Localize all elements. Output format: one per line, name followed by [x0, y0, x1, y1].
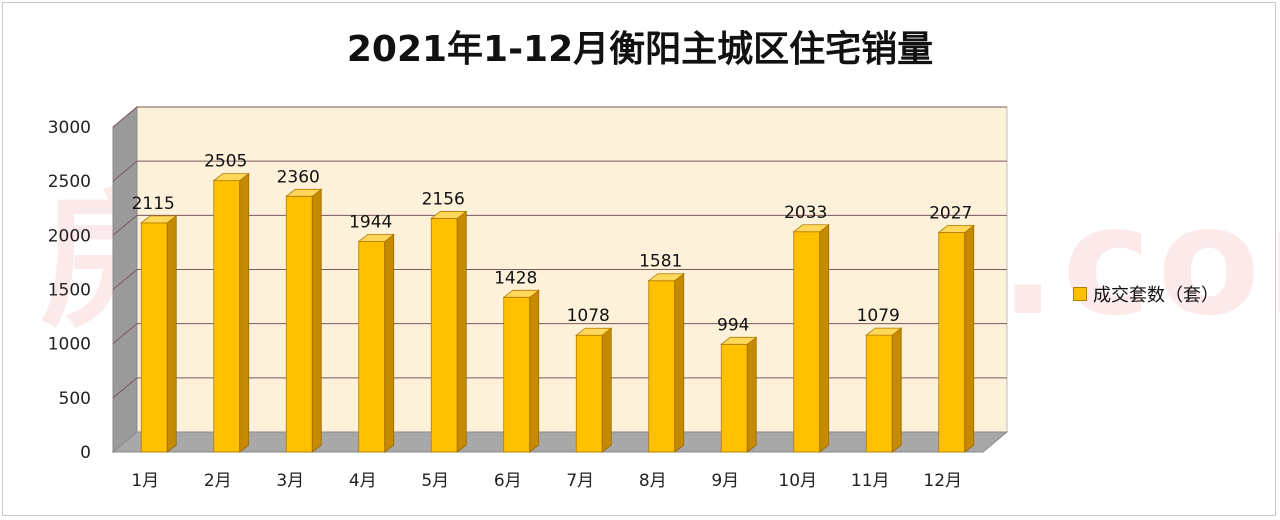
x-tick-label: 8月 — [639, 471, 667, 491]
bar-side — [674, 272, 685, 453]
bar-side — [529, 289, 540, 453]
chart-title: 2021年1-12月衡阳主城区住宅销量 — [346, 29, 934, 70]
bar-side — [964, 224, 975, 453]
bar-top — [937, 225, 975, 233]
data-label: 2115 — [132, 194, 175, 214]
gridline — [112, 323, 1007, 345]
y-tick-label: 1500 — [48, 281, 91, 301]
y-tick-label: 1000 — [48, 335, 91, 355]
bar-top — [865, 327, 903, 336]
bar — [430, 218, 458, 453]
bar — [720, 343, 748, 453]
data-label: 1581 — [639, 252, 682, 272]
y-tick-label: 2500 — [48, 172, 91, 192]
bar — [938, 232, 966, 453]
bar — [358, 240, 386, 453]
gridline — [112, 377, 1007, 399]
bar-top — [502, 289, 540, 298]
bar-side — [456, 210, 467, 453]
bar-side — [311, 188, 322, 453]
x-tick-label: 5月 — [421, 471, 449, 491]
data-label: 994 — [717, 315, 749, 335]
x-tick-label: 3月 — [276, 471, 304, 491]
legend-label: 成交套数（套） — [1093, 285, 1219, 306]
data-label: 2027 — [929, 203, 972, 223]
data-label: 2360 — [277, 167, 320, 187]
bar — [865, 334, 893, 453]
data-label: 2156 — [422, 189, 465, 209]
bar-top — [575, 327, 613, 336]
x-tick-label: 6月 — [494, 471, 522, 491]
gridline — [112, 269, 1007, 290]
bar-side — [239, 172, 250, 453]
x-tick-label: 10月 — [778, 471, 817, 491]
x-tick-label: 4月 — [349, 471, 377, 491]
bar — [575, 334, 603, 453]
bar-top — [430, 211, 468, 219]
bar-top — [720, 336, 758, 345]
bar — [793, 231, 821, 453]
bar-side — [891, 327, 902, 453]
y-tick-label: 500 — [59, 389, 91, 409]
gridline — [112, 214, 1007, 236]
data-label: 2033 — [784, 203, 827, 223]
bar-top — [140, 215, 178, 224]
bar-top — [792, 224, 830, 233]
data-label: 1944 — [349, 212, 392, 232]
gridline — [112, 160, 1007, 182]
x-tick-label: 12月 — [923, 471, 962, 491]
x-tick-label: 11月 — [851, 471, 890, 491]
bar-side — [601, 327, 612, 453]
x-tick-label: 9月 — [711, 471, 739, 491]
data-label: 1078 — [567, 306, 610, 326]
bar-top — [647, 273, 685, 282]
data-label: 1428 — [494, 268, 537, 288]
bar — [213, 180, 241, 453]
gridline — [112, 106, 1007, 128]
x-tick-label: 2月 — [204, 471, 232, 491]
x-tick-label: 7月 — [566, 471, 594, 491]
x-tick-label: 1月 — [131, 471, 159, 491]
legend-swatch — [1073, 287, 1087, 301]
data-label: 1079 — [857, 306, 900, 326]
y-tick-label: 3000 — [48, 118, 91, 138]
data-label: 2505 — [204, 152, 247, 172]
bar-side — [384, 233, 395, 453]
bar — [503, 296, 531, 453]
bar-side — [819, 223, 830, 453]
bar — [140, 222, 168, 453]
bar-top — [212, 173, 250, 182]
bar-side — [166, 215, 177, 453]
bar-side — [746, 336, 757, 453]
legend: 成交套数（套） — [1073, 281, 1219, 307]
y-tick-label: 0 — [80, 443, 91, 463]
bar — [648, 280, 676, 453]
bar-top — [285, 188, 323, 197]
bar-top — [357, 233, 395, 242]
y-tick-label: 2000 — [48, 226, 91, 246]
bar — [285, 195, 313, 453]
